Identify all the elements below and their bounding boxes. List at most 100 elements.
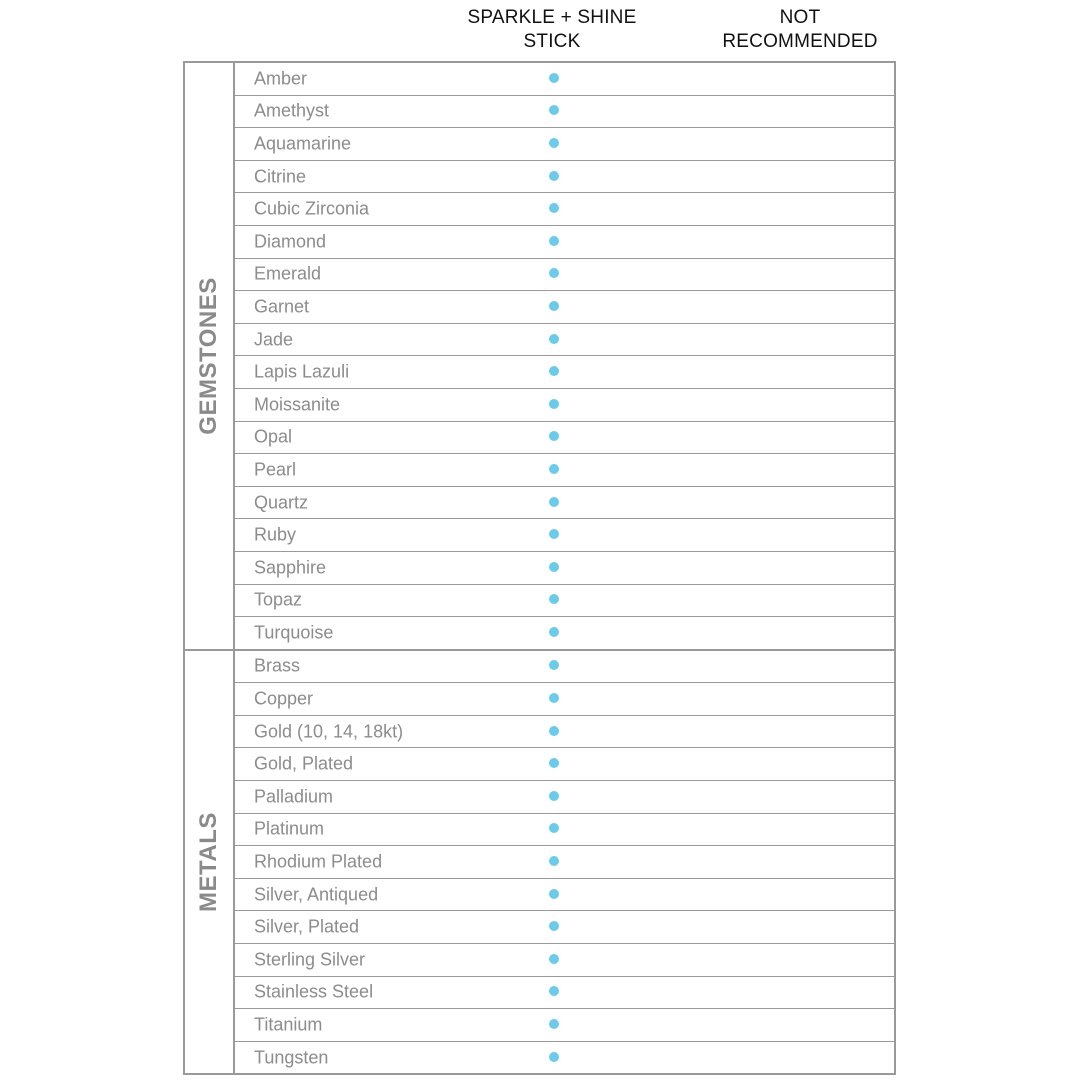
recommended-dot-icon [549,986,559,997]
recommended-dot-icon [549,105,559,116]
material-name: Silver, Antiqued [254,884,379,905]
material-name: Platinum [254,818,325,839]
recommended-dot-icon [549,823,559,834]
recommended-dot-icon [549,431,559,442]
group-metals: METALS Brass Copper Gold (10, 14, 18kt) Gold… [185,650,894,1076]
rows: Brass Copper Gold (10, 14, 18kt) Gold, Plat… [235,651,894,1074]
material-name: Cubic Zirconia [254,198,370,219]
recommended-dot-icon [549,203,559,214]
column-header-line: STICK [523,31,581,52]
category-label: GEMSTONES [195,277,222,435]
table-row: Silver, Antiqued [235,879,894,912]
table-row: Pearl [235,454,894,487]
table-row: Stainless Steel [235,977,894,1010]
recommended-dot-icon [549,170,559,181]
material-name: Tungsten [254,1047,329,1068]
material-name: Diamond [254,231,327,252]
recommended-dot-icon [549,463,559,474]
recommended-dot-icon [549,660,559,671]
rows: Amber Amethyst Aquamarine Citrine Cubic Zirc… [235,63,894,649]
recommended-dot-icon [549,268,559,279]
recommended-dot-icon [549,594,559,605]
material-name: Palladium [254,786,334,807]
recommended-dot-icon [549,626,559,637]
table-row: Jade [235,324,894,357]
recommended-dot-icon [549,235,559,246]
material-name: Ruby [254,524,297,545]
material-name: Aquamarine [254,133,352,154]
material-name: Rhodium Plated [254,851,383,872]
column-header-line: NOT [779,7,821,28]
material-name: Moissanite [254,394,341,415]
table-row: Platinum [235,814,894,847]
recommended-dot-icon [549,333,559,344]
material-name: Pearl [254,459,297,480]
material-name: Stainless Steel [254,981,374,1002]
table-row: Silver, Plated [235,911,894,945]
recommended-dot-icon [549,72,559,83]
table-row: Titanium [235,1009,894,1042]
recommended-dot-icon [549,953,559,964]
material-name: Sterling Silver [254,949,366,970]
column-header-line: SPARKLE + SHINE [467,7,637,28]
material-name: Amber [254,68,308,89]
table-row: Turquoise [235,617,894,649]
column-header-sparkle-shine-stick: SPARKLE + SHINE STICK [432,6,672,54]
material-name: Brass [254,655,301,676]
category-cell: METALS [185,650,235,1074]
table-row: Lapis Lazuli [235,356,894,389]
recommended-dot-icon [549,693,559,704]
table-row: Ruby [235,519,894,552]
table-row: Amethyst [235,96,894,129]
material-name: Jade [254,329,294,350]
material-name: Copper [254,688,314,709]
compatibility-table: GEMSTONES Amber Amethyst Aquamarine Citrine C… [183,61,896,1076]
recommended-dot-icon [549,496,559,507]
table-row: Amber [235,63,894,96]
material-name: Gold, Plated [254,753,354,774]
recommended-dot-icon [549,790,559,801]
table-row: Rhodium Plated [235,846,894,879]
material-name: Amethyst [254,100,330,121]
material-name: Sapphire [254,557,327,578]
material-name: Quartz [254,492,309,513]
recommended-dot-icon [549,888,559,899]
material-name: Titanium [254,1014,323,1035]
recommended-dot-icon [549,137,559,148]
material-name: Turquoise [254,622,334,643]
group-gemstones: GEMSTONES Amber Amethyst Aquamarine Citrine C… [185,63,894,651]
material-name: Silver, Plated [254,916,360,937]
table-row: Sterling Silver [235,944,894,977]
table-row: Aquamarine [235,128,894,161]
material-name: Garnet [254,296,310,317]
table-row: Garnet [235,291,894,324]
recommended-dot-icon [549,300,559,311]
recommended-dot-icon [549,1051,559,1062]
column-header-line: RECOMMENDED [722,31,878,52]
table-row: Palladium [235,781,894,814]
table-row: Sapphire [235,552,894,585]
recommended-dot-icon [549,1019,559,1030]
column-header-not-recommended: NOT RECOMMENDED [680,6,920,54]
recommended-dot-icon [549,398,559,409]
recommended-dot-icon [549,758,559,769]
material-name: Opal [254,426,293,447]
material-name: Lapis Lazuli [254,361,350,382]
table-row: Quartz [235,487,894,520]
table-row: Topaz [235,585,894,618]
recommended-dot-icon [549,921,559,932]
table-row: Diamond [235,226,894,259]
table-row: Moissanite [235,389,894,422]
recommended-dot-icon [549,366,559,377]
table-row: Brass [235,651,894,684]
recommended-dot-icon [549,856,559,867]
material-name: Gold (10, 14, 18kt) [254,721,404,742]
recommended-dot-icon [549,561,559,572]
material-name: Citrine [254,166,307,187]
table-row: Citrine [235,161,894,194]
table-row: Cubic Zirconia [235,193,894,226]
category-label: METALS [195,812,222,912]
recommended-dot-icon [549,725,559,736]
table-row: Gold (10, 14, 18kt) [235,716,894,749]
category-cell: GEMSTONES [185,63,235,649]
